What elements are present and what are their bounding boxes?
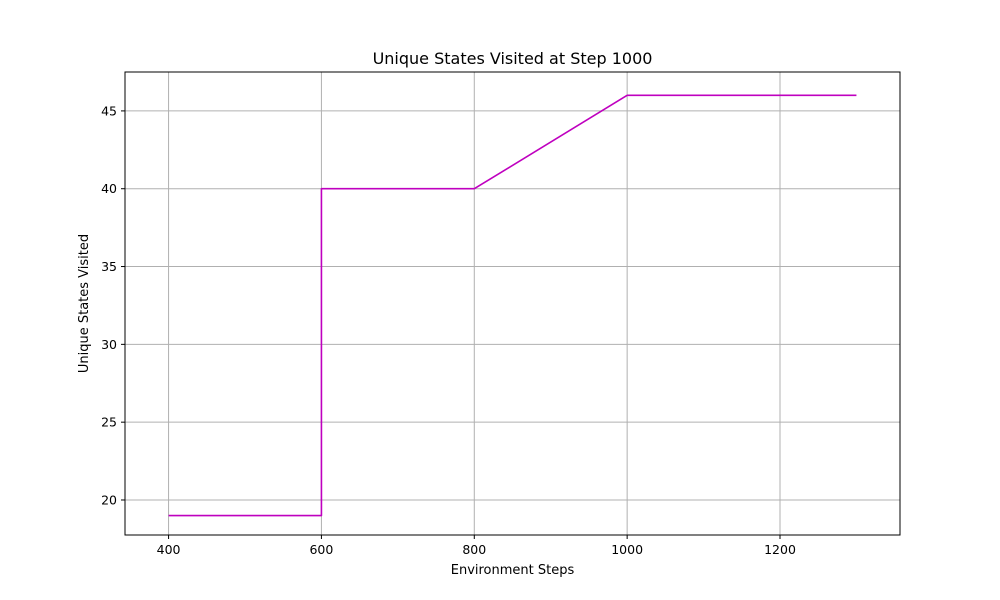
y-tick-label: 25 (101, 415, 117, 430)
y-tick-label: 30 (101, 337, 117, 352)
grid-lines (125, 72, 900, 535)
y-tick-label: 45 (101, 103, 117, 118)
y-tick-label: 35 (101, 259, 117, 274)
y-tick-label: 40 (101, 181, 117, 196)
plot-frame (124, 71, 901, 536)
y-axis-label: Unique States Visited (77, 234, 92, 373)
x-axis-label: Environment Steps (451, 563, 575, 578)
series-layer (168, 94, 857, 517)
tick-layer: 400 600 800 1000 1200 20 25 30 35 40 45 (101, 103, 796, 557)
y-tick-label: 20 (101, 492, 117, 507)
x-tick-label: 1000 (611, 542, 643, 557)
chart-title: Unique States Visited at Step 1000 (373, 49, 653, 68)
x-tick-label: 800 (462, 542, 486, 557)
x-tick-label: 1200 (764, 542, 796, 557)
series-line (168, 94, 857, 517)
x-tick-label: 600 (309, 542, 333, 557)
x-tick-label: 400 (157, 542, 181, 557)
